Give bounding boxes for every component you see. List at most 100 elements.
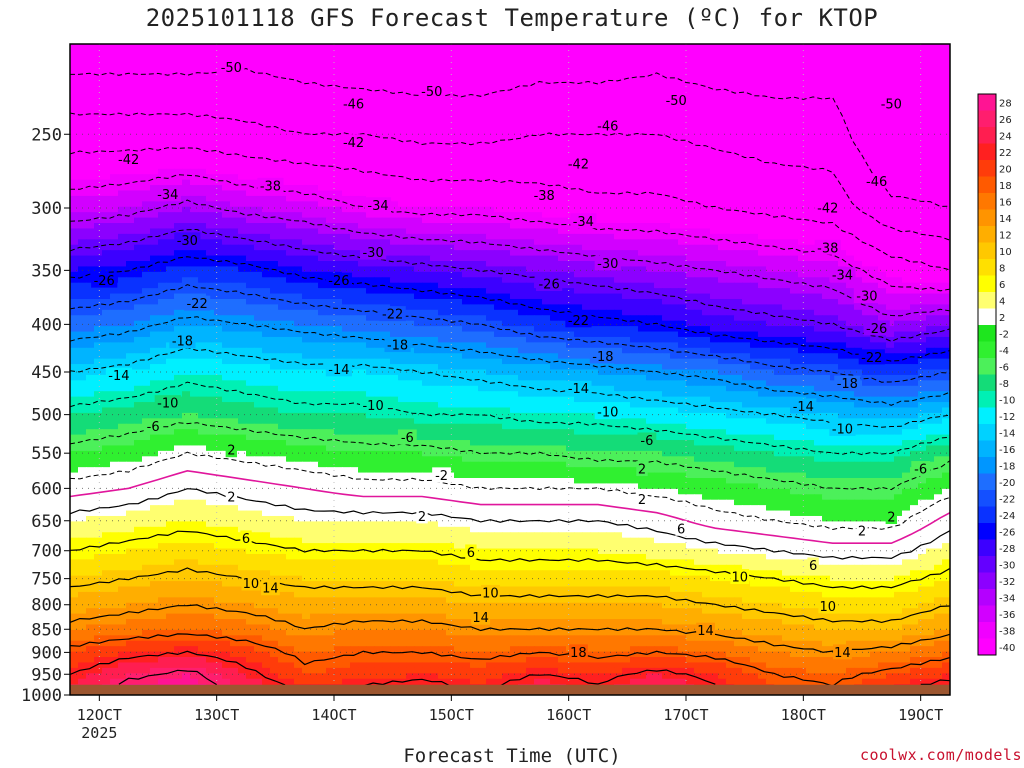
field-cell	[502, 141, 511, 148]
field-cell	[478, 282, 487, 289]
field-cell	[310, 271, 319, 278]
field-cell	[358, 81, 367, 89]
field-cell	[294, 163, 303, 170]
field-cell	[694, 87, 703, 94]
field-cell	[742, 179, 751, 186]
field-cell	[550, 103, 559, 110]
field-cell	[646, 206, 655, 213]
field-cell	[590, 261, 599, 268]
field-cell	[742, 125, 751, 132]
field-cell	[870, 266, 879, 273]
field-cell	[734, 239, 743, 246]
field-cell	[422, 201, 431, 208]
field-cell	[702, 119, 711, 126]
field-cell	[246, 147, 255, 154]
field-cell	[262, 277, 271, 284]
field-cell	[190, 157, 199, 164]
field-cell	[494, 212, 503, 219]
field-cell	[526, 212, 535, 219]
field-cell	[502, 255, 511, 262]
field-cell	[422, 228, 431, 235]
field-cell	[806, 174, 815, 181]
field-cell	[430, 206, 439, 213]
field-cell	[70, 195, 79, 202]
field-cell	[150, 233, 159, 240]
field-cell	[126, 223, 135, 230]
field-cell	[606, 76, 615, 83]
field-cell	[702, 76, 711, 83]
field-cell	[286, 54, 295, 61]
field-cell	[126, 54, 135, 61]
field-cell	[438, 233, 447, 240]
field-cell	[894, 92, 903, 99]
field-cell	[710, 54, 719, 61]
field-cell	[222, 266, 231, 273]
field-cell	[582, 261, 591, 268]
field-cell	[646, 223, 655, 230]
field-cell	[414, 195, 423, 202]
field-cell	[166, 71, 175, 78]
field-cell	[934, 163, 943, 170]
field-cell	[750, 212, 759, 219]
field-cell	[334, 114, 343, 121]
field-cell	[566, 152, 575, 159]
field-cell	[766, 179, 775, 186]
field-cell	[302, 217, 311, 224]
field-cell	[790, 65, 799, 72]
field-cell	[334, 212, 343, 219]
field-cell	[310, 157, 319, 164]
field-cell	[918, 141, 927, 148]
field-cell	[806, 98, 815, 105]
field-cell	[942, 76, 950, 83]
field-cell	[454, 114, 463, 121]
field-cell	[126, 201, 135, 208]
field-cell	[934, 130, 943, 137]
field-cell	[526, 44, 535, 51]
field-cell	[302, 98, 311, 105]
field-cell	[582, 282, 591, 289]
field-cell	[246, 103, 255, 110]
field-cell	[678, 119, 687, 126]
field-cell	[758, 119, 767, 126]
field-cell	[238, 174, 247, 181]
field-cell	[166, 109, 175, 116]
field-cell	[438, 152, 447, 159]
field-cell	[414, 244, 423, 251]
field-cell	[206, 109, 215, 116]
field-cell	[198, 174, 207, 181]
field-cell	[718, 136, 727, 143]
field-cell	[742, 119, 751, 126]
field-cell	[302, 54, 311, 61]
field-cell	[478, 195, 487, 202]
field-cell	[646, 212, 655, 219]
field-cell	[222, 157, 231, 164]
field-cell	[182, 212, 191, 219]
field-cell	[574, 261, 583, 268]
field-cell	[198, 195, 207, 202]
field-cell	[502, 103, 511, 110]
field-cell	[622, 282, 631, 289]
field-cell	[582, 250, 591, 257]
field-cell	[366, 147, 375, 154]
field-cell	[934, 195, 943, 202]
field-cell	[134, 81, 143, 89]
field-cell	[294, 60, 303, 67]
field-cell	[702, 141, 711, 148]
field-cell	[838, 119, 847, 126]
field-cell	[742, 136, 751, 143]
field-cell	[734, 163, 743, 170]
field-cell	[558, 152, 567, 159]
field-cell	[566, 65, 575, 72]
field-cell	[190, 266, 199, 273]
field-cell	[406, 206, 415, 213]
field-cell	[366, 125, 375, 132]
field-cell	[782, 255, 791, 262]
field-cell	[398, 233, 407, 240]
field-cell	[150, 261, 159, 268]
field-cell	[846, 282, 855, 289]
field-cell	[798, 103, 807, 110]
field-cell	[782, 44, 791, 51]
field-cell	[550, 54, 559, 61]
field-cell	[310, 250, 319, 257]
field-cell	[214, 92, 223, 99]
